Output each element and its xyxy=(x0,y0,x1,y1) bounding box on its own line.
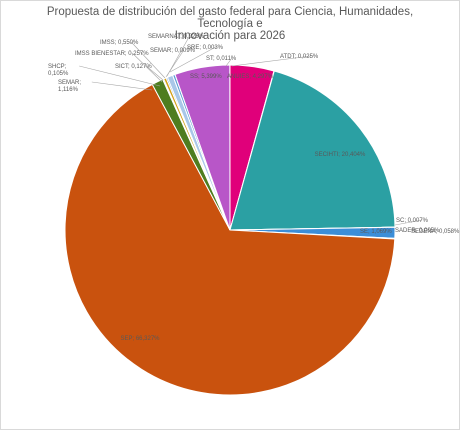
pie-labels: ANUIES; 4,297% ATDT; 0,025% SECIHTI; 20,40… xyxy=(48,34,460,342)
leader-line-sc xyxy=(394,219,423,226)
pie-slices xyxy=(64,64,396,396)
pie-slice-secihti xyxy=(229,70,396,231)
data-label-atdt: ATDT; 0,025% xyxy=(280,54,319,60)
data-label-se: SE; 1,069% xyxy=(360,229,392,235)
data-label-st: ST; 0,011% xyxy=(206,56,237,62)
leader-line-imss xyxy=(130,41,166,79)
chart-title: Propuesta de distribución del gasto fede… xyxy=(40,6,420,42)
leader-line-semarnat xyxy=(166,35,190,77)
data-label-ss: SS; 5,399% xyxy=(190,74,222,80)
data-label-semarnat: SEMARNAT; 0,226% xyxy=(148,34,205,40)
pie-leader-lines xyxy=(79,35,423,226)
chart-title-line-1: Propuesta de distribución del gasto fede… xyxy=(46,6,414,30)
pie-slice-sep xyxy=(64,83,396,396)
leader-line-sict xyxy=(146,65,164,81)
data-label-anuies: ANUIES; 4,297% xyxy=(227,74,274,80)
data-label-sict: SICT; 0,127% xyxy=(115,64,152,70)
leader-line-atdt xyxy=(231,55,312,67)
data-label-sre: SRE; 0,003% xyxy=(187,45,224,51)
data-label-imss-bienestar: IMSS BIENESTAR; 0,257% xyxy=(75,51,149,57)
data-label-secihti: SECIHTI; 20,404% xyxy=(315,152,366,158)
leader-line-shcp xyxy=(79,65,161,87)
data-label-sader: SADER; 0,005% xyxy=(395,228,440,234)
data-label-shcp: SHCP; 0,105% xyxy=(48,64,69,77)
leader-line-imss-bienestar xyxy=(131,52,163,83)
data-label-imss: IMSS; 0,550% xyxy=(100,40,139,46)
data-label-semar2: SEMAR; 0,009% xyxy=(150,48,196,54)
data-label-sc: SC; 0,007% xyxy=(396,218,429,224)
leader-line-semar xyxy=(91,81,153,91)
leader-line-sre xyxy=(169,46,216,73)
chart-title-line-2: Innovación para 2026 xyxy=(174,30,286,42)
data-label-sedena: SEDENA; 0,058% xyxy=(411,229,460,235)
data-label-semar: SEMAR; 1,116% xyxy=(58,80,81,93)
data-label-sep: SEP; 66,327% xyxy=(120,336,160,342)
leader-line-st xyxy=(225,57,233,67)
